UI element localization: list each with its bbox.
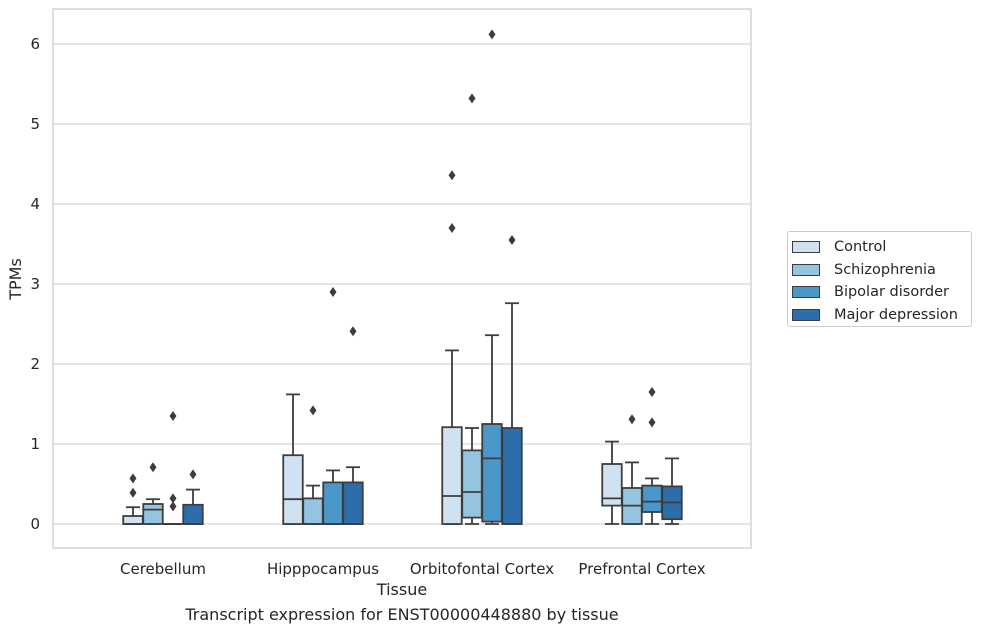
legend-item: Schizophrenia [792, 259, 971, 282]
box-major-depression [501, 235, 523, 525]
outlier-marker [648, 387, 656, 397]
legend-label: Control [834, 239, 887, 256]
box-control [282, 393, 304, 525]
outlier-marker [329, 287, 337, 297]
box-bipolar-disorder [641, 387, 663, 525]
box-body [441, 426, 463, 525]
box-control [122, 473, 144, 525]
legend-label: Major depression [834, 306, 958, 323]
outlier-marker [448, 170, 456, 181]
box-bipolar-disorder [322, 287, 344, 525]
legend-swatch [792, 241, 820, 254]
box-groups [122, 29, 683, 525]
legend-item: Bipolar disorder [792, 281, 971, 304]
outlier-marker [169, 501, 177, 512]
y-tick-label: 3 [30, 275, 40, 293]
outlier-marker [169, 493, 177, 504]
box-bipolar-disorder [481, 29, 503, 525]
x-tick-label: Orbitofontal Cortex [410, 560, 554, 578]
box-body [182, 503, 204, 525]
y-tick-label: 6 [30, 35, 40, 53]
grid-lines [53, 43, 751, 525]
box-body [461, 449, 483, 519]
box-body [501, 427, 523, 525]
x-axis-title: Tissue [376, 580, 427, 599]
x-tick-label: Prefrontal Cortex [578, 560, 705, 578]
x-tick-labels: Cerebellum Hipppocampus Orbitofontal Corte… [120, 560, 706, 578]
box-body [282, 454, 304, 525]
box-body [302, 497, 324, 525]
box-major-depression [661, 457, 683, 525]
box-body [142, 503, 164, 525]
box-schizophrenia [461, 93, 483, 525]
legend-label: Schizophrenia [834, 261, 936, 278]
outlier-marker [129, 487, 137, 498]
y-axis-title: TPMs [6, 258, 25, 301]
legend-swatch [792, 263, 820, 276]
box-body [342, 481, 364, 525]
box-schizophrenia [142, 462, 164, 525]
legend-item: Major depression [792, 304, 971, 327]
box-body [122, 515, 144, 525]
box-bipolar-disorder [162, 411, 184, 525]
outlier-marker [648, 417, 656, 428]
box-control [601, 440, 623, 525]
outlier-marker [169, 411, 177, 421]
x-tick-label: Cerebellum [120, 560, 206, 578]
y-tick-label: 1 [30, 435, 40, 453]
y-tick-label: 0 [30, 515, 40, 533]
legend-label: Bipolar disorder [834, 284, 949, 301]
outlier-marker [468, 93, 476, 104]
y-tick-label: 4 [30, 195, 40, 213]
x-tick-label: Hipppocampus [267, 560, 379, 578]
box-major-depression [342, 326, 364, 525]
outlier-marker [628, 414, 636, 425]
outlier-marker [149, 462, 157, 473]
outlier-marker [508, 235, 516, 245]
box-schizophrenia [302, 405, 324, 525]
legend-swatch [792, 286, 820, 299]
outlier-marker [488, 29, 496, 40]
legend: Control Schizophrenia Bipolar disorder Majo… [787, 231, 972, 327]
outlier-marker [189, 469, 197, 480]
outlier-marker [349, 326, 357, 337]
box-body [601, 463, 623, 507]
legend-swatch [792, 308, 820, 321]
legend-item: Control [792, 236, 971, 259]
box-body [322, 481, 344, 525]
y-tick-label: 5 [30, 115, 40, 133]
box-schizophrenia [621, 414, 643, 525]
outlier-marker [448, 223, 456, 233]
box-body [641, 484, 663, 513]
box-major-depression [182, 469, 204, 525]
outlier-marker [129, 473, 137, 484]
y-tick-label: 2 [30, 355, 40, 373]
y-tick-labels: 0 1 2 3 4 5 6 [30, 35, 40, 533]
box-control [441, 170, 463, 525]
box-body [481, 423, 503, 523]
outlier-marker [309, 405, 317, 416]
figure-caption: Transcript expression for ENST0000044888… [185, 605, 619, 624]
plot-area-frame [52, 8, 752, 549]
